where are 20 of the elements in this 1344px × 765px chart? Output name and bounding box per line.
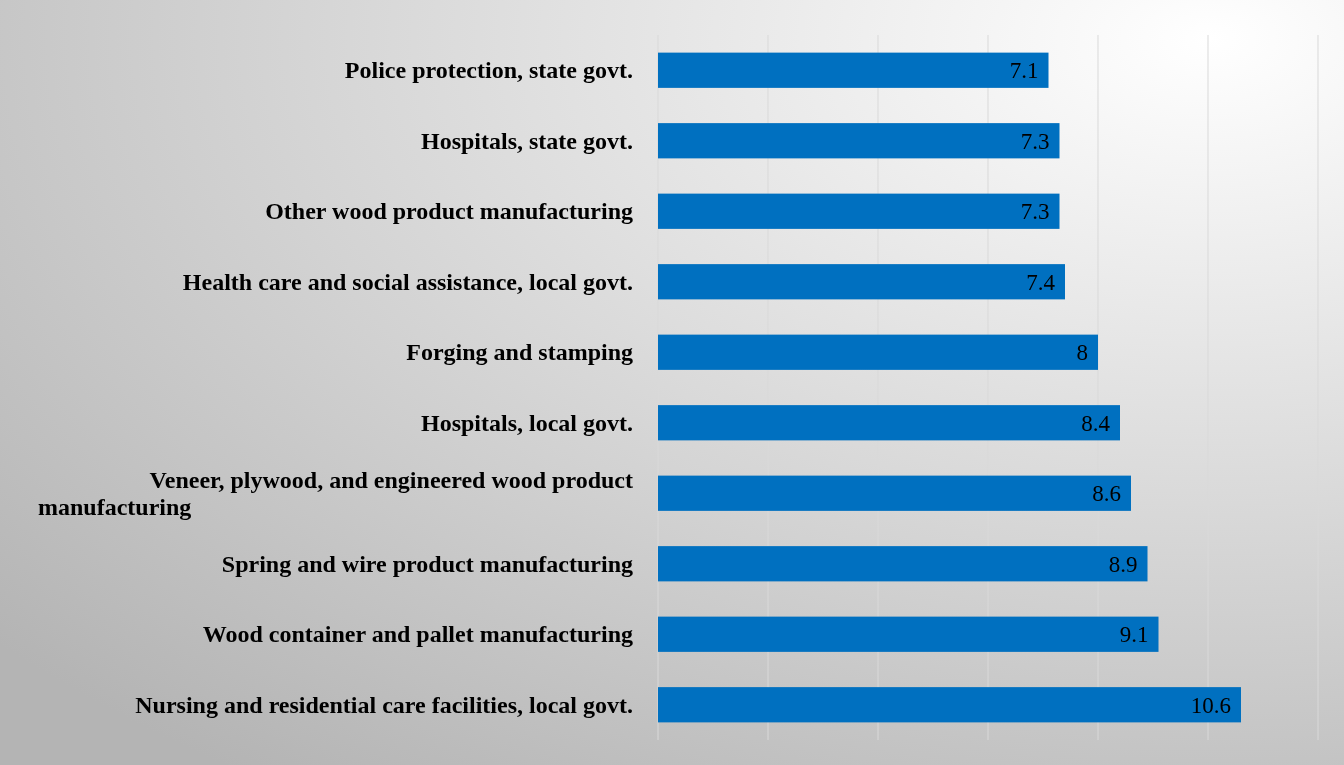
data-label: 8.9 bbox=[1108, 551, 1138, 577]
y-tick-label: Nursing and residential care facilities, local govt. bbox=[135, 691, 633, 718]
data-label: 8 bbox=[1076, 340, 1088, 366]
data-label: 8.4 bbox=[1081, 410, 1111, 436]
data-label: 8.6 bbox=[1092, 481, 1121, 507]
y-tick-label: Spring and wire product manufacturing bbox=[221, 550, 633, 577]
data-label: 9.1 bbox=[1119, 622, 1149, 648]
y-tick-label: Forging and stamping bbox=[406, 339, 633, 366]
data-label: 7.4 bbox=[1026, 269, 1056, 295]
y-tick-label: Police protection, state govt. bbox=[344, 57, 633, 84]
y-tick-label: Health care and social assistance, local govt. bbox=[182, 268, 633, 295]
y-tick-label: Veneer, plywood, and engineered wood product manufacturing bbox=[38, 466, 633, 520]
y-tick-label: Other wood product manufacturing bbox=[265, 198, 633, 225]
data-label: 7.3 bbox=[1020, 199, 1050, 225]
y-tick-label: Hospitals, state govt. bbox=[421, 127, 633, 154]
data-label: 10.6 bbox=[1190, 692, 1231, 718]
y-tick-label: Wood container and pallet manufacturing bbox=[202, 621, 633, 648]
y-tick-label: Hospitals, local govt. bbox=[420, 409, 633, 436]
data-label: 7.3 bbox=[1020, 128, 1050, 154]
data-label: 7.1 bbox=[1009, 58, 1039, 84]
